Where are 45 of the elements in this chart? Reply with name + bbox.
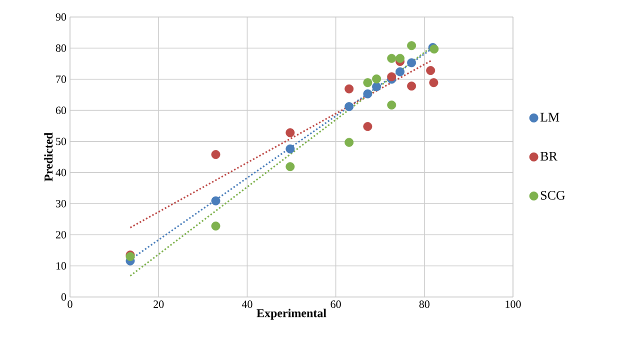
x-tick-label: 20: [154, 300, 164, 308]
x-tick-label: 0: [68, 300, 72, 308]
point: [396, 67, 405, 76]
point: [211, 196, 220, 206]
point: [387, 100, 396, 110]
x-tick-label: 100: [506, 300, 521, 308]
legend-label: SCG: [540, 190, 565, 200]
point: [363, 89, 372, 98]
x-tick-label: 60: [330, 300, 341, 308]
point: [286, 144, 295, 154]
y-tick-label: 10: [56, 262, 66, 270]
x-axis-title: Experimental: [256, 308, 326, 320]
x-tick-label: 80: [419, 300, 430, 308]
point: [372, 74, 382, 84]
point: [344, 138, 354, 147]
point: [426, 66, 436, 76]
y-axis-title: Predicted: [44, 132, 53, 182]
point: [387, 54, 396, 63]
point: [407, 41, 416, 50]
legend-label: BR: [540, 152, 558, 160]
point: [363, 78, 372, 88]
y-tick-label: 50: [56, 138, 66, 146]
point: [429, 78, 438, 88]
y-tick-label: 40: [56, 168, 66, 176]
point: [344, 84, 354, 94]
y-tick-label: 80: [56, 44, 66, 52]
point: [211, 222, 220, 231]
point: [387, 72, 396, 82]
point: [372, 82, 382, 92]
point: [286, 162, 295, 172]
y-tick-label: 0: [61, 293, 66, 301]
point: [407, 82, 416, 91]
point: [396, 54, 405, 63]
y-tick-label: 90: [56, 13, 66, 21]
legend-label: LM: [540, 112, 560, 122]
point: [363, 122, 372, 132]
x-tick-label: 40: [242, 300, 252, 308]
point: [407, 58, 416, 68]
point: [286, 128, 295, 138]
point: [211, 150, 220, 160]
y-tick-label: 70: [56, 76, 66, 83]
point: [344, 102, 354, 112]
y-tick-label: 30: [56, 200, 66, 208]
y-tick-label: 20: [56, 231, 66, 238]
y-tick-label: 60: [56, 106, 66, 114]
